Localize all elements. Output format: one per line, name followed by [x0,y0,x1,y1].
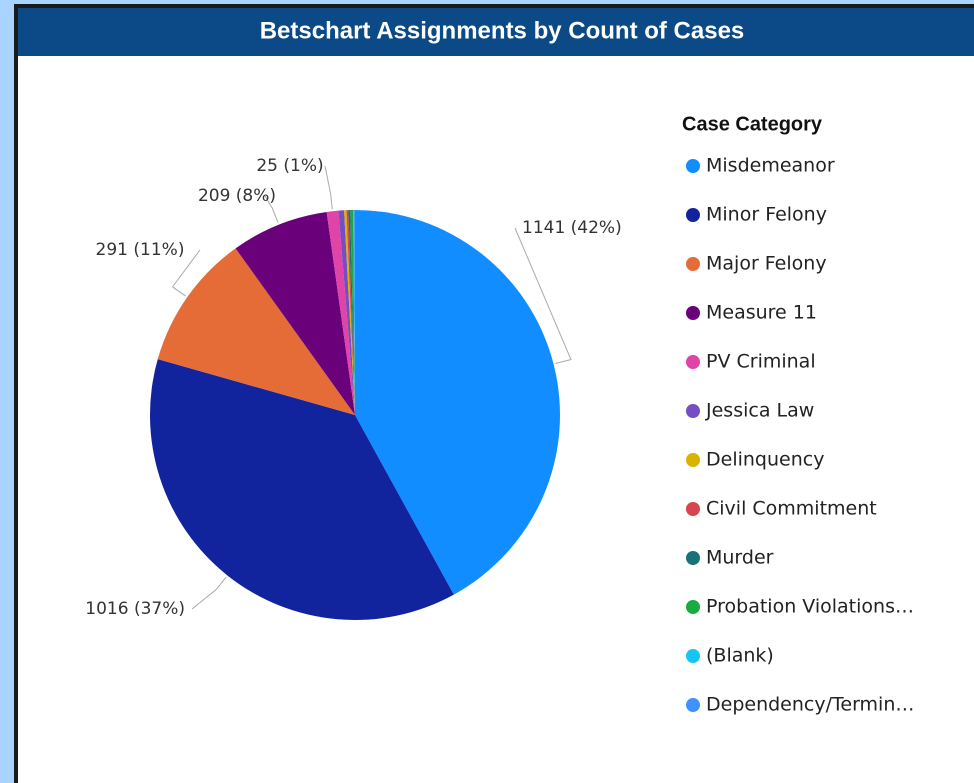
pie-slice [355,210,561,595]
leader-line [171,249,201,297]
pie-slice [157,248,355,415]
legend-marker [686,404,700,418]
leader-line [264,195,279,223]
legend-label: Probation Violations… [706,596,914,618]
leader-line [191,576,227,610]
pie-slice [346,210,355,415]
legend-label: Civil Commitment [706,498,877,520]
data-label: 291 (11%) [96,240,185,260]
legend-label: Delinquency [706,449,824,471]
legend-marker [686,208,700,222]
legend-marker [686,551,700,565]
pie-slice [344,210,355,415]
legend-label: (Blank) [706,645,774,667]
legend-marker [686,698,700,712]
pie-slice [235,211,355,415]
legend-label: PV Criminal [706,351,816,373]
legend-label: Measure 11 [706,302,817,324]
data-label: 1141 (42%) [522,218,622,238]
title-bar [18,8,974,56]
legend-marker [686,600,700,614]
chart-title: Betschart Assignments by Count of Cases [260,17,745,44]
data-label: 25 (1%) [256,156,323,176]
legend-marker [686,355,700,369]
legend-marker [686,502,700,516]
pie-slice [338,210,355,415]
pie-slice [354,210,355,415]
legend-label: Major Felony [706,253,827,275]
pie-slice [350,210,355,415]
leader-line [324,165,333,210]
pie-slice [326,210,355,415]
legend-marker [686,453,700,467]
leader-line [514,227,572,364]
legend-marker [686,306,700,320]
pie-slice [348,210,355,415]
data-label: 209 (8%) [198,186,276,206]
data-label: 1016 (37%) [85,599,185,619]
pie-slice [149,359,454,620]
legend-label: Minor Felony [706,204,827,226]
legend-label: Misdemeanor [706,155,835,177]
legend-title: Case Category [682,113,823,135]
legend-label: Jessica Law [705,400,814,422]
legend-marker [686,649,700,663]
legend-marker [686,159,700,173]
legend-label: Dependency/Termin… [706,694,914,716]
pie-slice [353,210,355,415]
legend-marker [686,257,700,271]
legend-label: Murder [706,547,774,569]
